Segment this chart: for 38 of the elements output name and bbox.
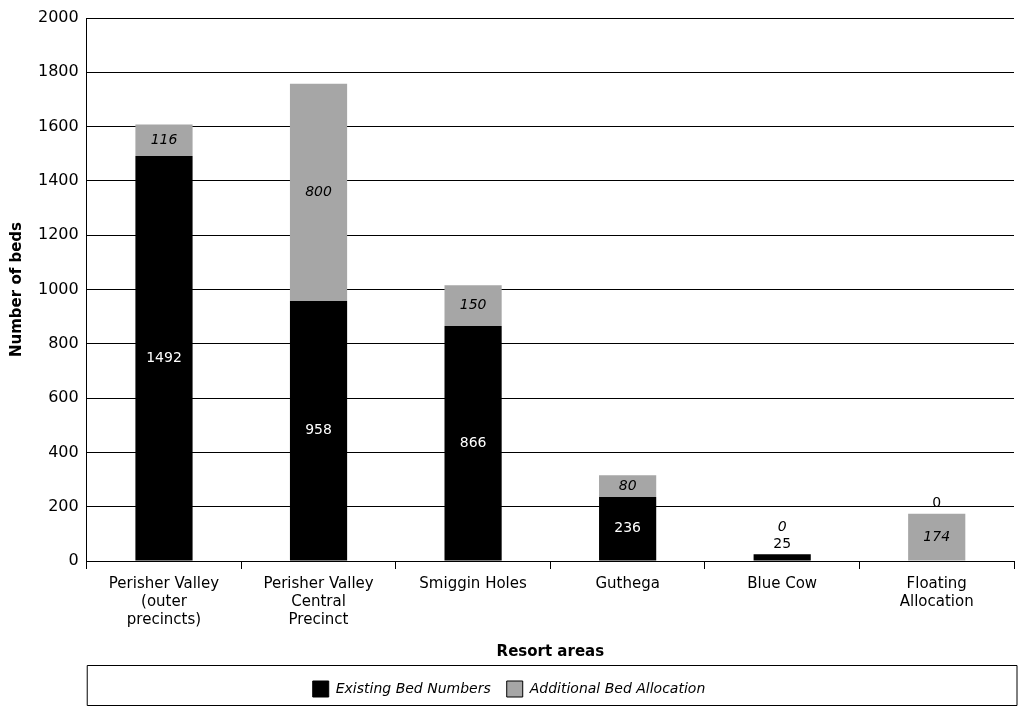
data-label: 866 bbox=[459, 433, 487, 450]
y-tick-label: 600 bbox=[48, 387, 79, 407]
y-tick-label: 1000 bbox=[38, 278, 79, 298]
x-tick-label: Guthega bbox=[595, 573, 660, 592]
x-tick-label: Perisher Valley (outer precincts) bbox=[108, 573, 220, 628]
data-label: 80 bbox=[618, 476, 637, 493]
bar bbox=[908, 513, 966, 561]
bar bbox=[753, 554, 811, 561]
y-tick-label: 2000 bbox=[38, 7, 79, 27]
data-label: 1492 bbox=[146, 348, 182, 365]
legend-label: Additional Bed Allocation bbox=[528, 679, 706, 696]
y-tick-label: 1200 bbox=[38, 224, 79, 244]
data-label: 150 bbox=[459, 296, 487, 313]
x-tick-label: Floating Allocation bbox=[899, 573, 974, 610]
bar bbox=[289, 83, 348, 301]
y-tick-label: 1800 bbox=[38, 61, 79, 81]
y-tick-label: 200 bbox=[48, 495, 79, 515]
data-label: 116 bbox=[150, 130, 178, 147]
x-tick-label: Perisher Valley Central Precinct bbox=[263, 573, 374, 628]
y-tick-label: 800 bbox=[48, 332, 79, 352]
data-label: 958 bbox=[305, 421, 332, 438]
bar bbox=[444, 285, 502, 326]
y-tick-label: 1400 bbox=[38, 170, 79, 190]
y-axis-title: Number of beds bbox=[6, 221, 25, 358]
bar bbox=[135, 124, 193, 156]
legend-label: Existing Bed Numbers bbox=[335, 679, 491, 696]
y-tick-label: 1600 bbox=[38, 115, 79, 135]
x-axis-title: Resort areas bbox=[496, 641, 605, 660]
data-label: 800 bbox=[305, 182, 332, 199]
y-tick-label: 400 bbox=[48, 441, 79, 461]
y-tick-label: 0 bbox=[68, 550, 79, 570]
data-label: 236 bbox=[614, 519, 642, 536]
data-label: 25 bbox=[773, 534, 792, 551]
x-tick-label: Blue Cow bbox=[747, 573, 818, 592]
data-label: 0 bbox=[777, 517, 787, 534]
data-label: 174 bbox=[923, 527, 951, 544]
x-tick-label: Smiggin Holes bbox=[419, 573, 527, 592]
bar bbox=[599, 475, 657, 497]
